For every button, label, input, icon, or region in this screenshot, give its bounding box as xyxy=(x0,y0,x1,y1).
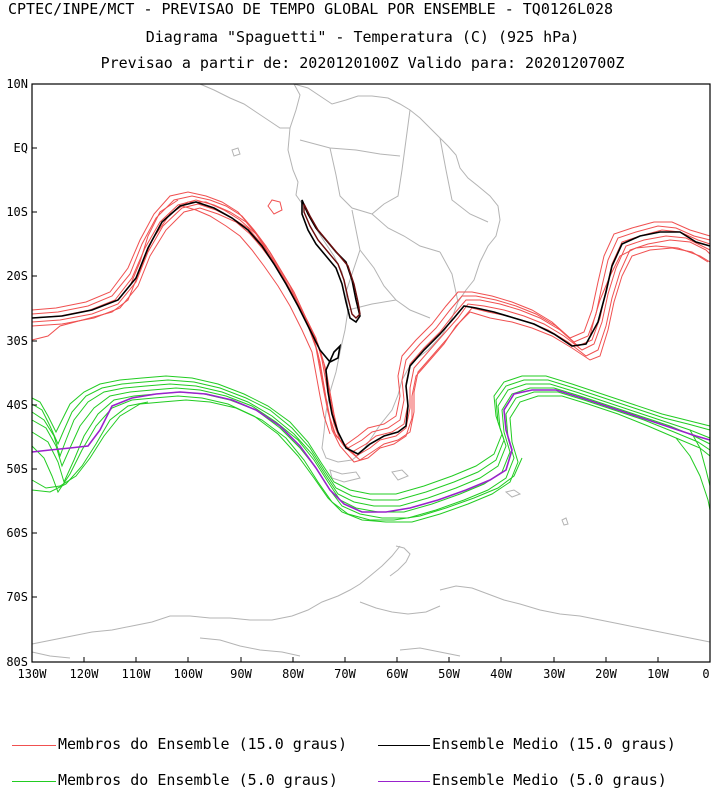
mean-curve-5 xyxy=(31,389,711,513)
title-line-2: Diagrama "Spaguetti" - Temperatura (C) (… xyxy=(145,28,580,46)
y-tick-label: 50S xyxy=(6,462,28,476)
x-tick-label: 40W xyxy=(490,667,512,681)
x-tick-label: 0 xyxy=(702,667,709,681)
x-tick-label: 10W xyxy=(647,667,669,681)
legend-label-mean15: Ensemble Medio (15.0 graus) xyxy=(432,735,676,753)
member-curves-5 xyxy=(31,375,711,523)
x-tick-label: 70W xyxy=(334,667,356,681)
x-tick-label: 80W xyxy=(282,667,304,681)
plot-frame xyxy=(31,83,711,663)
legend-swatch-mean15 xyxy=(378,745,430,746)
y-tick-label: 60S xyxy=(6,526,28,540)
y-tick-label: 10N xyxy=(6,77,28,91)
legend-label-member15: Membros do Ensemble (15.0 graus) xyxy=(58,735,347,753)
x-tick-label: 60W xyxy=(386,667,408,681)
x-tick-label: 130W xyxy=(18,667,48,681)
legend-label-member5: Membros do Ensemble (5.0 graus) xyxy=(58,771,338,789)
y-tick-label: 20S xyxy=(6,269,28,283)
legend-swatch-mean5 xyxy=(378,781,430,782)
x-tick-label: 20W xyxy=(595,667,617,681)
y-tick-label: 30S xyxy=(6,334,28,348)
y-axis-labels: 10N EQ 10S 20S 30S 40S 50S 60S 70S 80S xyxy=(6,77,28,669)
tick-marks xyxy=(31,83,711,663)
y-tick-label: 70S xyxy=(6,590,28,604)
x-tick-label: 50W xyxy=(438,667,460,681)
title-line-3: Previsao a partir de: 2020120100Z Valido… xyxy=(100,54,625,72)
coastlines xyxy=(31,83,711,659)
y-tick-label: 40S xyxy=(6,398,28,412)
legend-label-mean5: Ensemble Medio (5.0 graus) xyxy=(432,771,667,789)
x-tick-label: 90W xyxy=(230,667,252,681)
title-line-1: CPTEC/INPE/MCT - PREVISAO DE TEMPO GLOBA… xyxy=(8,0,614,18)
legend-swatch-member5 xyxy=(12,781,56,782)
y-tick-label: 80S xyxy=(6,655,28,669)
y-tick-label: 10S xyxy=(6,205,28,219)
x-tick-label: 30W xyxy=(543,667,565,681)
member-curves-15 xyxy=(31,191,711,463)
x-tick-label: 120W xyxy=(70,667,100,681)
x-tick-label: 110W xyxy=(122,667,152,681)
y-tick-label: EQ xyxy=(14,141,28,155)
legend-swatch-member15 xyxy=(12,745,56,746)
inland-contour-fill xyxy=(303,203,361,319)
x-tick-label: 100W xyxy=(174,667,204,681)
x-axis-labels: 130W 120W 110W 100W 90W 80W 70W 60W 50W … xyxy=(18,667,710,681)
